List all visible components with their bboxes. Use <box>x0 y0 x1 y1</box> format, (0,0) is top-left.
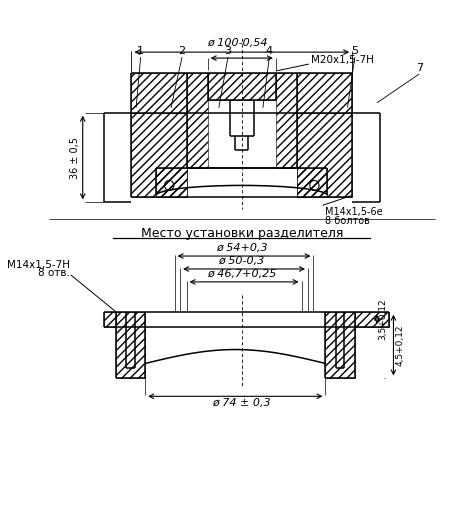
Text: ø 74 ± 0,3: ø 74 ± 0,3 <box>212 398 271 408</box>
Text: 8 отв.: 8 отв. <box>38 268 70 278</box>
Text: 5: 5 <box>351 46 358 56</box>
Bar <box>297 73 352 113</box>
Text: 7: 7 <box>416 63 423 73</box>
Bar <box>297 113 352 197</box>
Bar <box>325 312 355 378</box>
Text: ø 46,7+0,25: ø 46,7+0,25 <box>207 269 276 279</box>
Bar <box>355 312 389 327</box>
Text: ø 54+0,3: ø 54+0,3 <box>216 243 268 253</box>
Bar <box>208 73 276 100</box>
Text: ø 100-0,54: ø 100-0,54 <box>207 38 267 48</box>
Bar <box>187 73 208 168</box>
Text: 8 болтов: 8 болтов <box>324 216 369 226</box>
Text: 2: 2 <box>179 46 185 56</box>
Bar <box>104 312 116 327</box>
Bar <box>131 73 187 113</box>
Text: 36 ± 0,5: 36 ± 0,5 <box>70 136 80 179</box>
Bar <box>116 312 145 378</box>
Bar <box>156 168 187 197</box>
Text: ø 50-0,3: ø 50-0,3 <box>219 256 265 266</box>
Text: M14x1,5-7H: M14x1,5-7H <box>7 260 70 270</box>
Text: 4,5+0,12: 4,5+0,12 <box>395 324 404 366</box>
Text: 4: 4 <box>266 46 273 56</box>
Text: 3: 3 <box>225 46 231 56</box>
Text: 1: 1 <box>137 46 144 56</box>
Text: M14x1,5-6e: M14x1,5-6e <box>324 207 382 217</box>
Bar <box>276 73 297 168</box>
Bar <box>131 113 187 197</box>
Text: 3,5+0,12: 3,5+0,12 <box>379 298 388 340</box>
Text: Место установки разделителя: Место установки разделителя <box>140 227 343 240</box>
Text: M20x1,5-7H: M20x1,5-7H <box>310 55 374 65</box>
Bar <box>297 168 327 197</box>
